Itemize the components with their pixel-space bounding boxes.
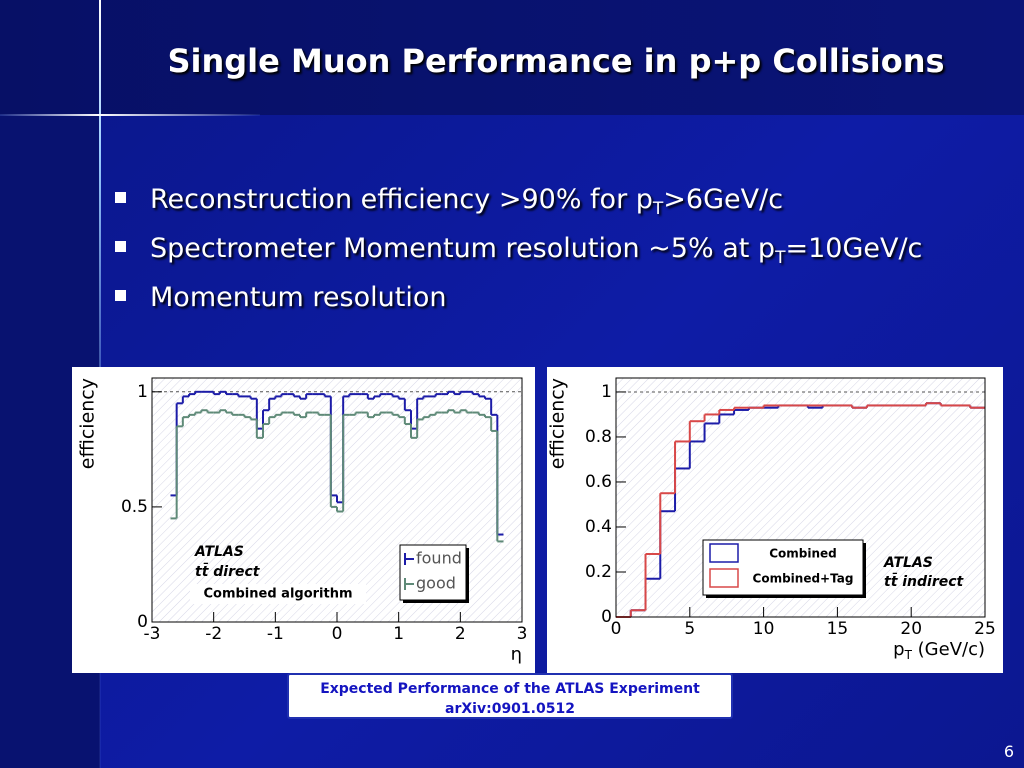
x-tick-label: 1 xyxy=(393,624,404,644)
bullet: Spectrometer Momentum resolution ~5% at … xyxy=(115,233,922,282)
x-tick-label: -3 xyxy=(144,624,161,644)
bullet-list: Reconstruction efficiency >90% for pT>6G… xyxy=(115,184,922,331)
x-tick-label: 3 xyxy=(517,624,528,644)
x-tick-label: 15 xyxy=(827,619,849,639)
annotation: tt̄ direct xyxy=(195,561,261,580)
legend-label: found xyxy=(416,549,462,568)
y-tick-label: 0 xyxy=(601,607,612,627)
x-axis-label: pT (GeV/c) xyxy=(893,639,985,662)
x-axis-label-part: T xyxy=(904,648,913,662)
annotation-box xyxy=(190,584,366,604)
y-tick-label: 0.2 xyxy=(585,562,612,582)
legend-label: Combined+Tag xyxy=(753,572,854,586)
x-tick-label: 0 xyxy=(332,624,343,644)
x-tick-label: 0 xyxy=(611,619,622,639)
y-tick-label: 1 xyxy=(137,382,148,402)
x-tick-label: 5 xyxy=(684,619,695,639)
legend xyxy=(702,539,864,596)
annotation: ATLAS xyxy=(883,555,933,571)
bullet-text: Reconstruction efficiency >90% for p xyxy=(150,184,653,215)
citation-line: Expected Performance of the ATLAS Experi… xyxy=(320,681,700,697)
x-tick-label: 10 xyxy=(753,619,775,639)
y-axis-label: efficiency xyxy=(547,378,569,469)
bullet-text: T xyxy=(652,199,664,219)
x-axis-label-part: η xyxy=(511,644,522,665)
bullet: Reconstruction efficiency >90% for pT>6G… xyxy=(115,184,922,233)
decor-line xyxy=(0,114,260,116)
bullet-text: Momentum resolution xyxy=(150,282,447,313)
legend-label: good xyxy=(416,574,456,593)
x-tick-label: 2 xyxy=(455,624,466,644)
slide-title: Single Muon Performance in p+p Collision… xyxy=(167,42,945,80)
legend-swatch xyxy=(709,543,739,563)
plot-frame xyxy=(615,377,986,618)
bullet-text: =10GeV/c xyxy=(785,233,923,264)
x-tick-label: -2 xyxy=(205,624,222,644)
y-tick-label: 1 xyxy=(601,382,612,402)
bullet-text: T xyxy=(775,248,786,268)
bullet: Momentum resolution xyxy=(115,282,922,331)
plot-frame xyxy=(151,377,523,623)
x-tick-label: -1 xyxy=(267,624,284,644)
citation-box: Expected Performance of the ATLAS Experi… xyxy=(287,673,733,719)
legend xyxy=(399,544,467,601)
annotation: tt̄ indirect xyxy=(884,571,965,590)
x-axis-label: η xyxy=(511,644,522,665)
y-tick-label: 0.5 xyxy=(121,497,148,517)
legend-swatch xyxy=(709,568,739,588)
y-axis-label: efficiency xyxy=(77,378,99,469)
x-tick-label: 20 xyxy=(900,619,922,639)
x-tick-label: 25 xyxy=(974,619,996,639)
y-tick-label: 0 xyxy=(137,612,148,632)
citation-line: arXiv:0901.0512 xyxy=(445,701,575,717)
decor-band xyxy=(0,0,1024,115)
y-tick-label: 0.6 xyxy=(585,472,612,492)
annotation: Combined algorithm xyxy=(203,587,352,602)
legend-label: Combined xyxy=(769,547,837,561)
annotation: ATLAS xyxy=(194,544,244,560)
bullet-text: >6GeV/c xyxy=(663,184,784,215)
y-tick-label: 0.4 xyxy=(585,517,612,537)
x-axis-label-part: (GeV/c) xyxy=(912,639,985,660)
page-number: 6 xyxy=(1003,742,1014,761)
bullet-text: Spectrometer Momentum resolution ~5% at … xyxy=(150,233,776,264)
y-tick-label: 0.8 xyxy=(585,427,612,447)
x-axis-label-part: p xyxy=(893,639,904,660)
